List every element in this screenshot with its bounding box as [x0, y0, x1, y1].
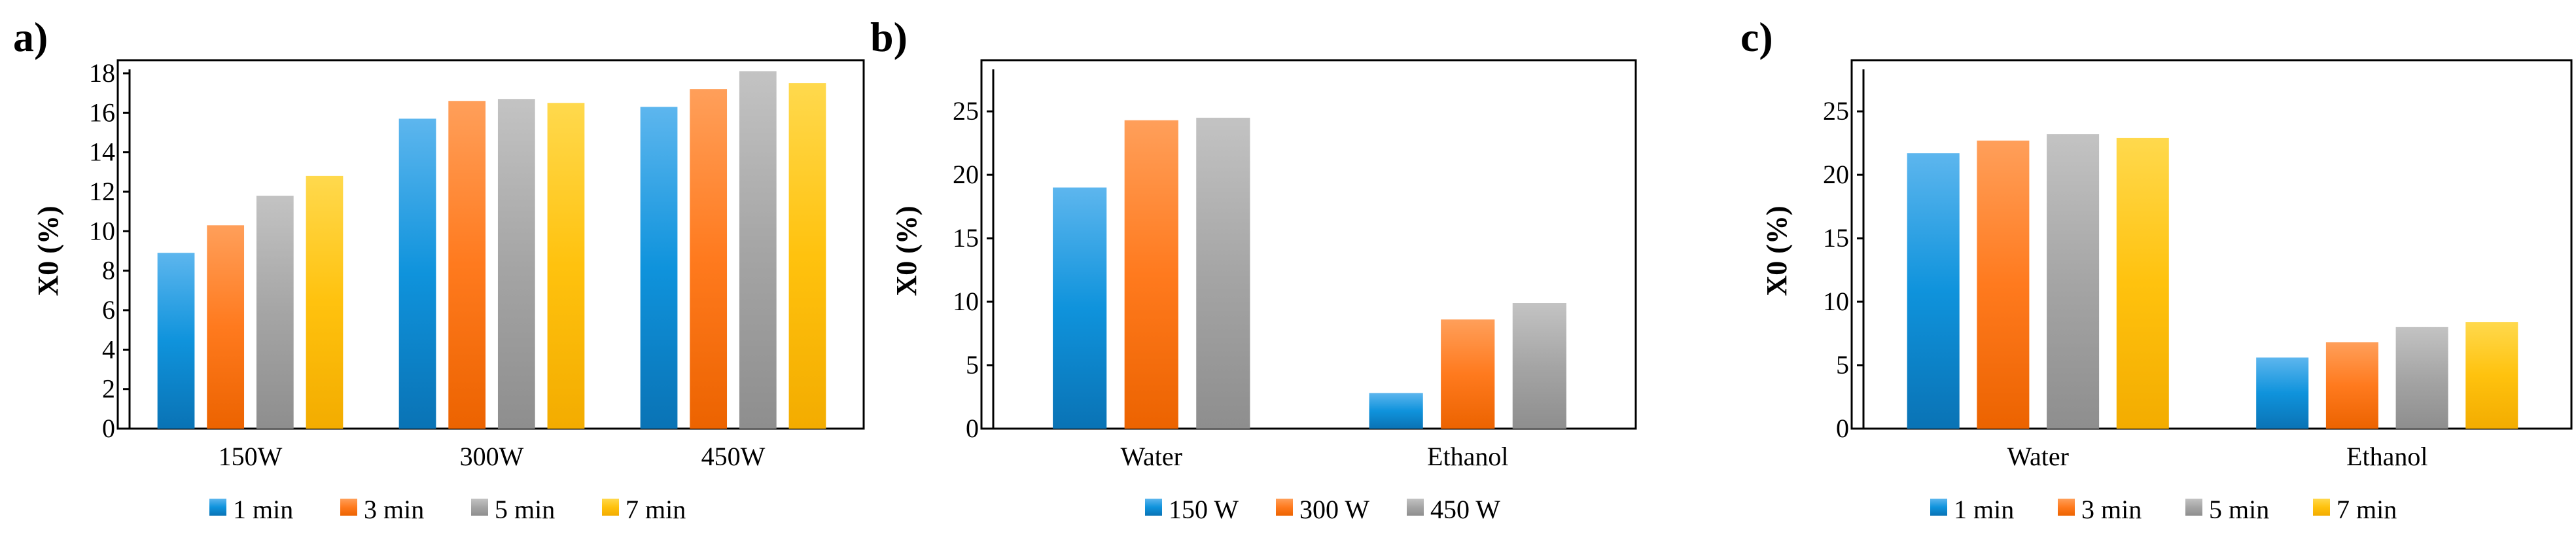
bar-7-min-450W: [788, 83, 826, 429]
y-tick-label: 5: [1836, 350, 1849, 380]
legend-swatch: [1145, 499, 1162, 516]
y-axis-label: X0 (%): [32, 205, 64, 296]
legend-label: 1 min: [233, 495, 293, 524]
legend-swatch: [1276, 499, 1293, 516]
legend-swatch: [1930, 499, 1947, 516]
legend-swatch: [209, 499, 226, 516]
x-tick-label: 300W: [460, 442, 524, 471]
legend-swatch: [2313, 499, 2330, 516]
legend-label: 3 min: [2081, 495, 2142, 524]
y-tick-label: 6: [102, 295, 115, 325]
bar-3-min-450W: [690, 89, 728, 429]
y-tick-label: 18: [89, 58, 115, 88]
x-tick-label: Water: [1121, 442, 1183, 471]
legend-swatch: [602, 499, 619, 516]
legend-label: 7 min: [2337, 495, 2397, 524]
bar-1-min-300W: [398, 118, 436, 429]
chart-panel-2: b) 0 5 10 15 20 25 X0 (%) Water Ethanol 150 W 300 W…: [870, 14, 1637, 524]
y-tick-label: 8: [102, 256, 115, 285]
y-axis-label: X0 (%): [891, 205, 923, 296]
bar-7-min-Water: [2116, 137, 2169, 429]
legend-label: 5 min: [2209, 495, 2269, 524]
y-axis-label: X0 (%): [1761, 205, 1793, 296]
bar-450-W-Water: [1196, 117, 1250, 429]
y-tick-label: 25: [953, 96, 979, 126]
bar-300-W-Ethanol: [1441, 319, 1495, 429]
y-tick-label: 2: [102, 374, 115, 404]
legend-swatch: [2185, 499, 2202, 516]
x-tick-label: Ethanol: [1427, 442, 1508, 471]
y-tick-label: 5: [966, 350, 979, 380]
bar-7-min-150W: [306, 175, 344, 429]
x-tick-label: 150W: [219, 442, 283, 471]
bar-1-min-Water: [1907, 153, 1960, 429]
y-tick-label: 16: [89, 98, 115, 127]
y-tick-label: 0: [102, 414, 115, 443]
plot-frame: [1850, 59, 2573, 430]
panel-label: b): [870, 14, 908, 60]
bar-5-min-Ethanol: [2395, 327, 2448, 429]
legend-swatch: [471, 499, 488, 516]
legend-swatch: [2058, 499, 2075, 516]
legend-label: 7 min: [626, 495, 686, 524]
y-tick-label: 25: [1823, 96, 1849, 126]
bar-5-min-Water: [2047, 134, 2100, 429]
bar-1-min-150W: [157, 253, 195, 429]
y-tick-label: 10: [1823, 287, 1849, 316]
y-tick-label: 14: [89, 137, 115, 167]
chart-panel-1: a) 0 2 4 6 8 10 12 14 16 18 X0 (%) 150W 300W 450W 1 min…: [13, 14, 865, 524]
legend-label: 450 W: [1430, 495, 1500, 524]
panel-label: c): [1740, 14, 1773, 60]
legend-swatch: [1407, 499, 1424, 516]
bar-7-min-Ethanol: [2465, 322, 2518, 429]
y-tick-label: 10: [953, 287, 979, 316]
legend-label: 5 min: [495, 495, 555, 524]
y-tick-label: 12: [89, 177, 115, 206]
legend-label: 150 W: [1169, 495, 1239, 524]
x-tick-label: Water: [2007, 442, 2070, 471]
x-tick-label: 450W: [701, 442, 766, 471]
legend-label: 1 min: [1954, 495, 2014, 524]
panel-label: a): [13, 14, 48, 60]
y-tick-label: 0: [966, 414, 979, 443]
bar-150-W-Ethanol: [1369, 393, 1423, 429]
legend-label: 300 W: [1299, 495, 1369, 524]
y-tick-label: 4: [102, 334, 115, 364]
y-tick-label: 0: [1836, 414, 1849, 443]
bar-5-min-150W: [256, 196, 294, 429]
x-tick-label: Ethanol: [2346, 442, 2427, 471]
bar-5-min-300W: [497, 99, 535, 429]
y-tick-label: 20: [953, 160, 979, 189]
legend-label: 3 min: [364, 495, 424, 524]
y-tick-label: 15: [953, 223, 979, 253]
legend-swatch: [340, 499, 357, 516]
bar-450-W-Ethanol: [1512, 303, 1566, 429]
bar-150-W-Water: [1053, 187, 1107, 429]
y-tick-label: 20: [1823, 160, 1849, 189]
chart-panel-3: c) 0 5 10 15 20 25 X0 (%) Water Ethanol 1 min 3 min…: [1740, 14, 2573, 524]
bar-3-min-300W: [448, 101, 486, 429]
bar-3-min-Water: [1977, 140, 2030, 429]
bar-7-min-300W: [547, 103, 585, 429]
y-tick-label: 15: [1823, 223, 1849, 253]
bar-1-min-Ethanol: [2256, 357, 2309, 429]
bar-3-min-Ethanol: [2325, 342, 2378, 429]
y-tick-label: 10: [89, 216, 115, 245]
bar-1-min-450W: [640, 107, 678, 429]
bar-3-min-150W: [207, 225, 245, 429]
bar-5-min-450W: [739, 71, 777, 429]
bar-300-W-Water: [1124, 120, 1178, 429]
